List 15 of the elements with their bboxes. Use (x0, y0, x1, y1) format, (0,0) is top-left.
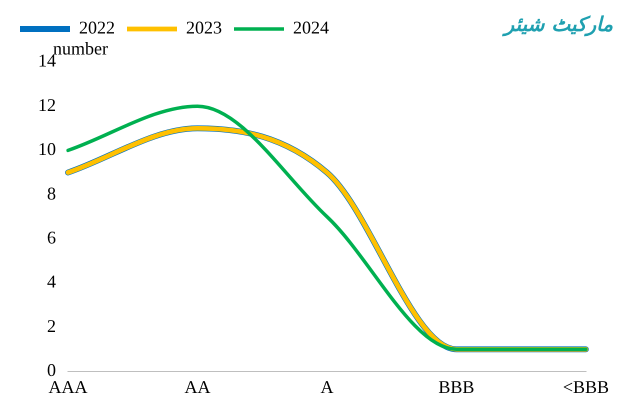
y-tick-label: 10 (38, 139, 56, 160)
legend-label: 2023 (186, 18, 222, 38)
legend-label: 2024 (293, 18, 329, 38)
x-tick-label: BBB (438, 376, 474, 397)
legend-label: 2022 (79, 18, 115, 38)
chart-title: مارکیٹ شیئر (504, 12, 613, 36)
y-axis-title: number (53, 38, 108, 59)
x-tick-label: AA (184, 376, 210, 397)
y-tick-label: 12 (38, 94, 56, 115)
x-tick-label: <BBB (562, 376, 609, 397)
y-tick-label: 8 (47, 183, 56, 204)
x-tick-label: A (320, 376, 334, 397)
y-tick-label: 4 (47, 272, 56, 292)
y-tick-label: 2 (47, 316, 56, 336)
y-tick-label: 6 (47, 228, 56, 248)
